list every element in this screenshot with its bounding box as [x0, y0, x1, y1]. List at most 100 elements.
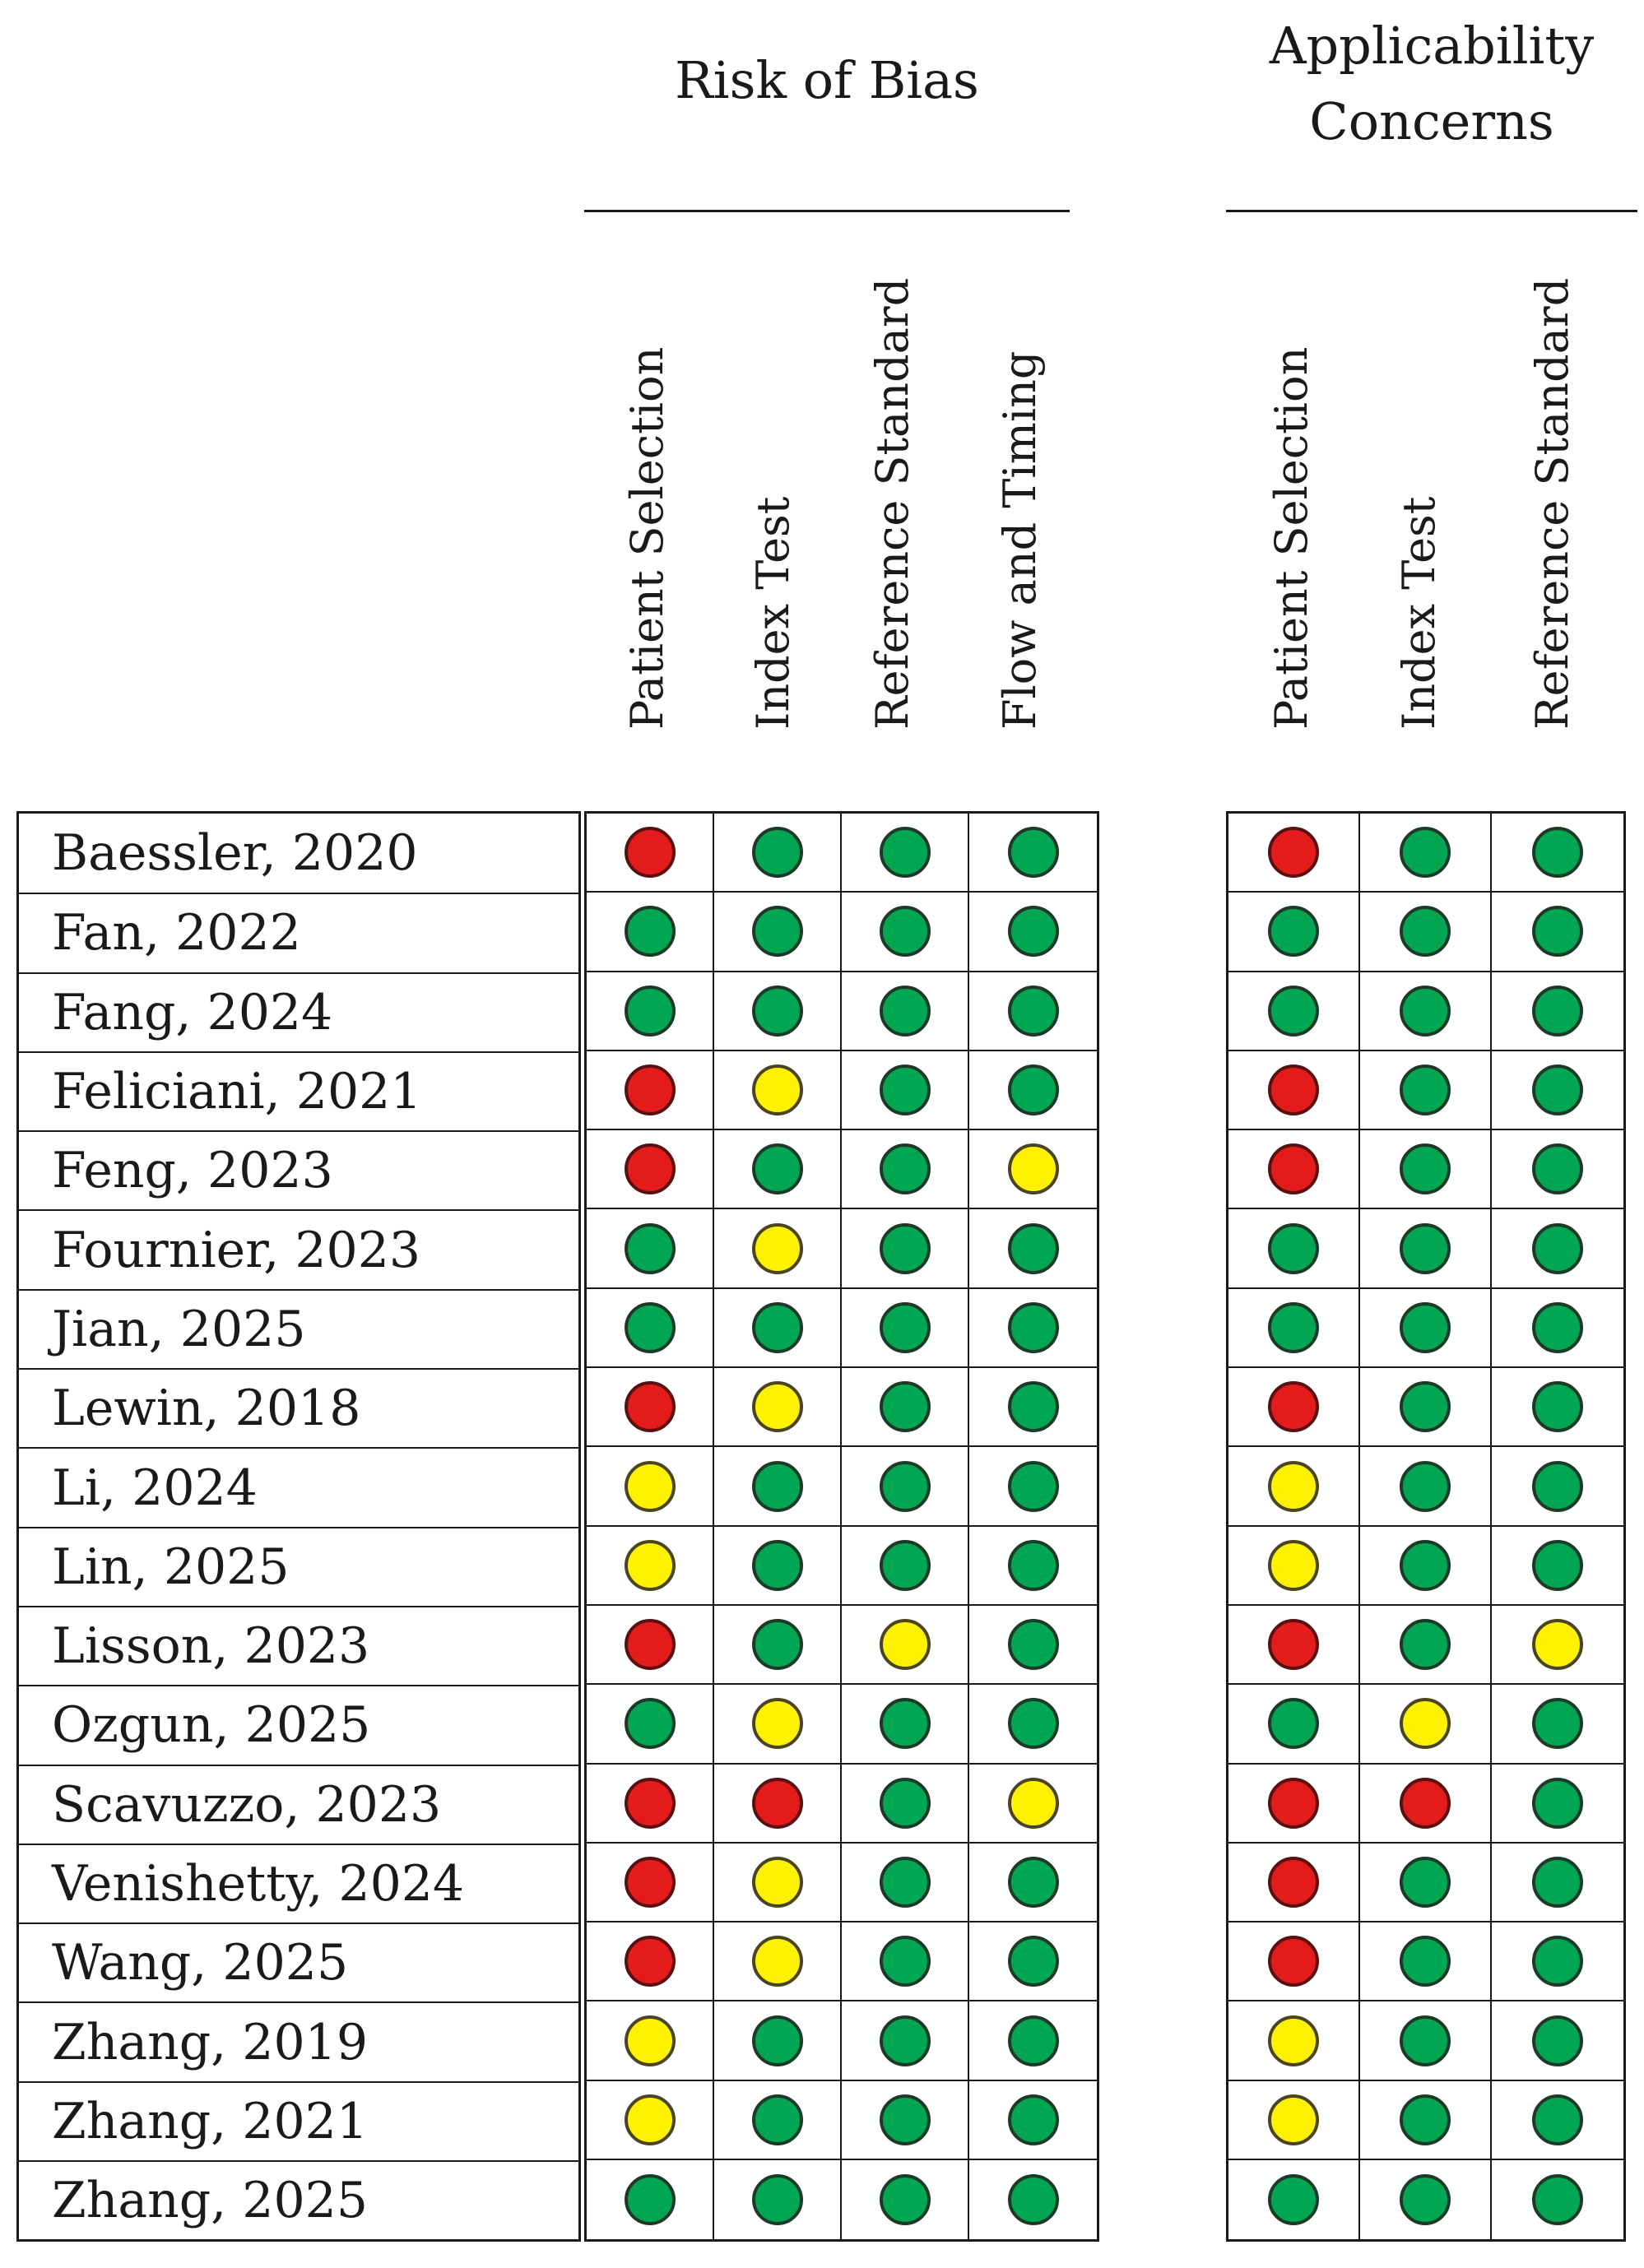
low-rating-icon: [1007, 985, 1059, 1037]
unclear-rating-icon: [1007, 1777, 1059, 1829]
low-rating-icon: [1268, 985, 1319, 1037]
low-rating-icon: [879, 1064, 931, 1116]
high-rating-icon: [624, 1381, 676, 1433]
low-rating-icon: [1400, 1222, 1451, 1274]
low-rating-icon: [879, 2094, 931, 2145]
high-rating-icon: [624, 1064, 676, 1116]
rating-cell: [1228, 1605, 1360, 1686]
rating-cell: [587, 893, 714, 972]
rating-cell: [714, 1368, 842, 1448]
rating-cell: [714, 2080, 842, 2161]
low-rating-icon: [1007, 2094, 1059, 2145]
low-rating-icon: [1400, 1539, 1451, 1591]
rating-cell: [1228, 1130, 1360, 1210]
study-name: Scavuzzo, 2023: [19, 1764, 578, 1844]
rating-cell: [1492, 1685, 1623, 1765]
high-rating-icon: [624, 1936, 676, 1987]
rating-cell: [714, 1922, 842, 2002]
rating-cell: [587, 1368, 714, 1448]
low-rating-icon: [879, 1222, 931, 1274]
rating-cell: [587, 1526, 714, 1606]
rating-cell: [842, 1368, 969, 1448]
rating-cell: [842, 1526, 969, 1606]
unclear-rating-icon: [1268, 1539, 1319, 1591]
rating-cell: [714, 1843, 842, 1923]
rating-cell: [969, 814, 1097, 893]
rating-cell: [1492, 1130, 1623, 1210]
unclear-rating-icon: [1532, 1619, 1583, 1671]
low-rating-icon: [1007, 2015, 1059, 2066]
unclear-rating-icon: [751, 1698, 803, 1750]
low-rating-icon: [1532, 985, 1583, 1037]
risk-of-bias-title: Risk of Bias: [675, 50, 979, 110]
rating-cell: [714, 1447, 842, 1527]
rating-cell: [1360, 972, 1492, 1051]
low-rating-icon: [1007, 1698, 1059, 1750]
rating-cell: [842, 893, 969, 972]
applicability-grid: [1226, 811, 1626, 2242]
low-rating-icon: [624, 1301, 676, 1353]
study-name-column: Baessler, 2020 Fan, 2022 Fang, 2024 Felicia…: [16, 811, 581, 2242]
rating-cell: [1360, 1922, 1492, 2002]
unclear-rating-icon: [624, 2015, 676, 2066]
rating-cell: [1228, 1764, 1360, 1844]
risk-of-bias-rule: [584, 210, 1070, 212]
rating-cell: [969, 1130, 1097, 1210]
rating-cell: [587, 2160, 714, 2240]
rating-cell: [714, 1764, 842, 1844]
risk_of_bias-column-label: Reference Standard: [866, 277, 918, 730]
low-rating-icon: [624, 985, 676, 1037]
high-rating-icon: [624, 827, 676, 879]
rating-cell: [842, 1288, 969, 1369]
unclear-rating-icon: [624, 1460, 676, 1512]
rating-cell: [714, 1526, 842, 1606]
rating-cell: [842, 1209, 969, 1289]
low-rating-icon: [1007, 1857, 1059, 1908]
rating-cell: [1360, 2001, 1492, 2081]
low-rating-icon: [1532, 1777, 1583, 1829]
applicability-title: Applicability Concerns: [1269, 16, 1595, 151]
rating-cell: [842, 1922, 969, 2002]
rating-cell: [969, 1606, 1097, 1686]
low-rating-icon: [879, 1857, 931, 1908]
low-rating-icon: [624, 906, 676, 958]
low-rating-icon: [751, 1301, 803, 1353]
low-rating-icon: [751, 985, 803, 1037]
low-rating-icon: [1007, 1222, 1059, 1274]
high-rating-icon: [1268, 827, 1319, 879]
rating-cell: [587, 1051, 714, 1131]
low-rating-icon: [1400, 2094, 1451, 2145]
low-rating-icon: [1532, 906, 1583, 958]
rating-cell: [587, 1447, 714, 1527]
rating-cell: [969, 1922, 1097, 2002]
high-rating-icon: [751, 1777, 803, 1829]
rating-cell: [1228, 972, 1360, 1051]
unclear-rating-icon: [1400, 1698, 1451, 1750]
rating-cell: [842, 1685, 969, 1765]
unclear-rating-icon: [751, 1064, 803, 1116]
rating-cell: [714, 1130, 842, 1210]
low-rating-icon: [1268, 2174, 1319, 2226]
low-rating-icon: [751, 1143, 803, 1195]
rating-cell: [1228, 893, 1360, 972]
low-rating-icon: [1532, 1143, 1583, 1195]
rating-cell: [587, 1843, 714, 1923]
low-rating-icon: [1400, 1619, 1451, 1671]
rating-cell: [1360, 1130, 1492, 1210]
rating-cell: [842, 814, 969, 893]
rating-cell: [714, 2160, 842, 2240]
rating-cell: [969, 893, 1097, 972]
high-rating-icon: [1268, 1064, 1319, 1116]
low-rating-icon: [1532, 1222, 1583, 1274]
applicability-column-label: Patient Selection: [1266, 346, 1317, 730]
rating-cell: [969, 2160, 1097, 2239]
rating-cell: [969, 1844, 1097, 1923]
rating-cell: [842, 1051, 969, 1131]
rating-cell: [1228, 1447, 1360, 1527]
study-name: Ozgun, 2025: [19, 1685, 578, 1764]
low-rating-icon: [751, 2015, 803, 2066]
low-rating-icon: [1007, 1301, 1059, 1353]
low-rating-icon: [751, 906, 803, 958]
rating-cell: [1360, 1605, 1492, 1686]
rating-cell: [1492, 1368, 1623, 1448]
